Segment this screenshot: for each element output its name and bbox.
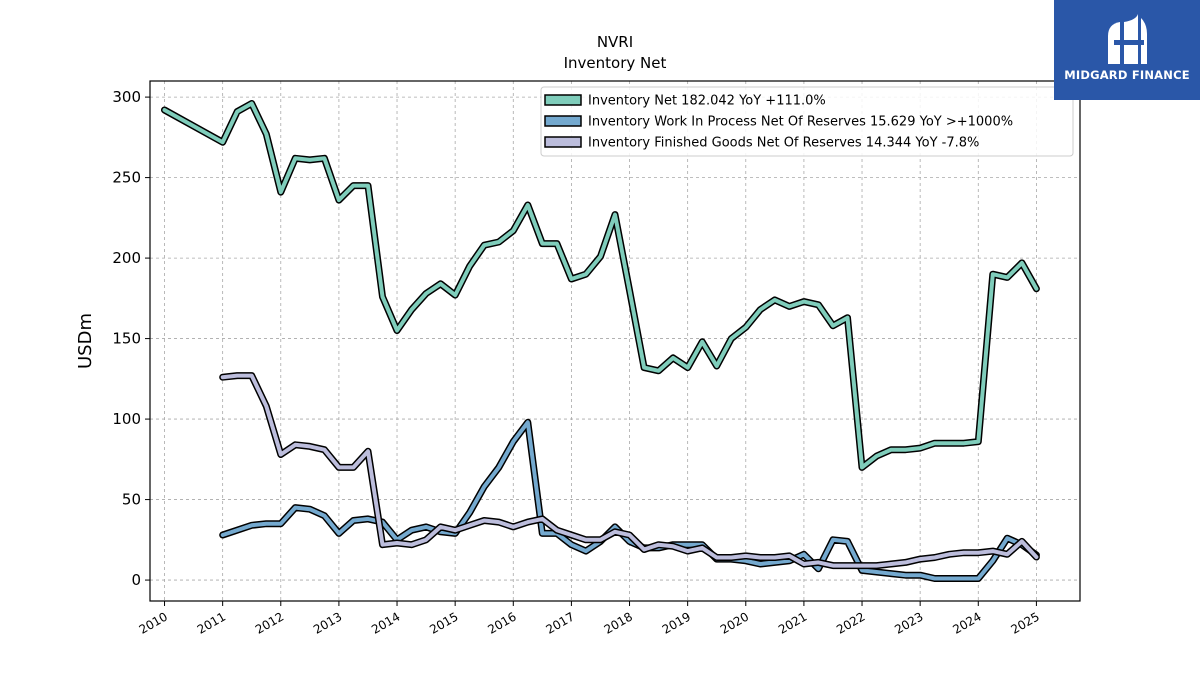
x-tick-label: 2012: [253, 609, 286, 636]
plot-frame: [149, 80, 1081, 602]
chart-subtitle: Inventory Net: [564, 54, 667, 72]
x-tick-label: 2010: [137, 609, 170, 636]
series-lines: [161, 100, 1040, 582]
y-tick-label: 300: [112, 88, 141, 106]
y-tick-label: 250: [112, 169, 141, 187]
logo-mark-icon: [1108, 14, 1147, 64]
x-axis-ticks: 2010 2011 2012 2013 2014 2015 2016 2017 2018 2019…: [137, 601, 1042, 637]
chart-title: NVRI: [597, 33, 633, 51]
logo-text: MIDGARD FINANCE: [1064, 68, 1190, 82]
series-line-1: [162, 101, 1039, 470]
legend-swatch-2: [544, 115, 582, 127]
legend-swatch-1: [544, 94, 582, 106]
legend-swatch-3: [544, 136, 582, 148]
x-tick-label: 2025: [1008, 609, 1041, 636]
y-tick-label: 150: [112, 330, 141, 348]
x-tick-label: 2017: [543, 609, 576, 636]
y-tick-label: 50: [122, 491, 141, 509]
legend-box: [540, 86, 1074, 157]
x-tick-label: 2018: [602, 609, 635, 636]
legend-label-3: Inventory Finished Goods Net Of Reserves…: [588, 136, 979, 151]
x-tick-label: 2015: [427, 609, 460, 636]
x-tick-label: 2022: [834, 609, 867, 636]
x-tick-label: 2024: [950, 609, 983, 636]
x-tick-label: 2023: [892, 609, 925, 636]
y-tick-label: 0: [131, 571, 141, 589]
legend: Inventory Net 182.042 YoY +111.0% Invento…: [540, 86, 1074, 157]
y-tick-label: 100: [112, 410, 141, 428]
y-axis-label: USDm: [75, 313, 96, 369]
x-tick-label: 2014: [369, 609, 402, 636]
legend-label-1: Inventory Net 182.042 YoY +111.0%: [588, 94, 826, 109]
grid: [150, 81, 1080, 601]
x-tick-label: 2013: [311, 609, 344, 636]
x-tick-label: 2011: [195, 609, 228, 636]
series-line-3: [220, 373, 1039, 568]
x-tick-label: 2019: [660, 609, 693, 636]
x-tick-label: 2021: [776, 609, 809, 636]
midgard-finance-logo: MIDGARD FINANCE: [1054, 0, 1200, 100]
y-tick-label: 200: [112, 249, 141, 267]
x-tick-label: 2020: [718, 609, 751, 636]
legend-label-2: Inventory Work In Process Net Of Reserve…: [588, 115, 1013, 130]
y-axis-ticks: 0 50 100 150 200 250 300: [112, 88, 150, 589]
x-tick-label: 2016: [485, 609, 518, 636]
